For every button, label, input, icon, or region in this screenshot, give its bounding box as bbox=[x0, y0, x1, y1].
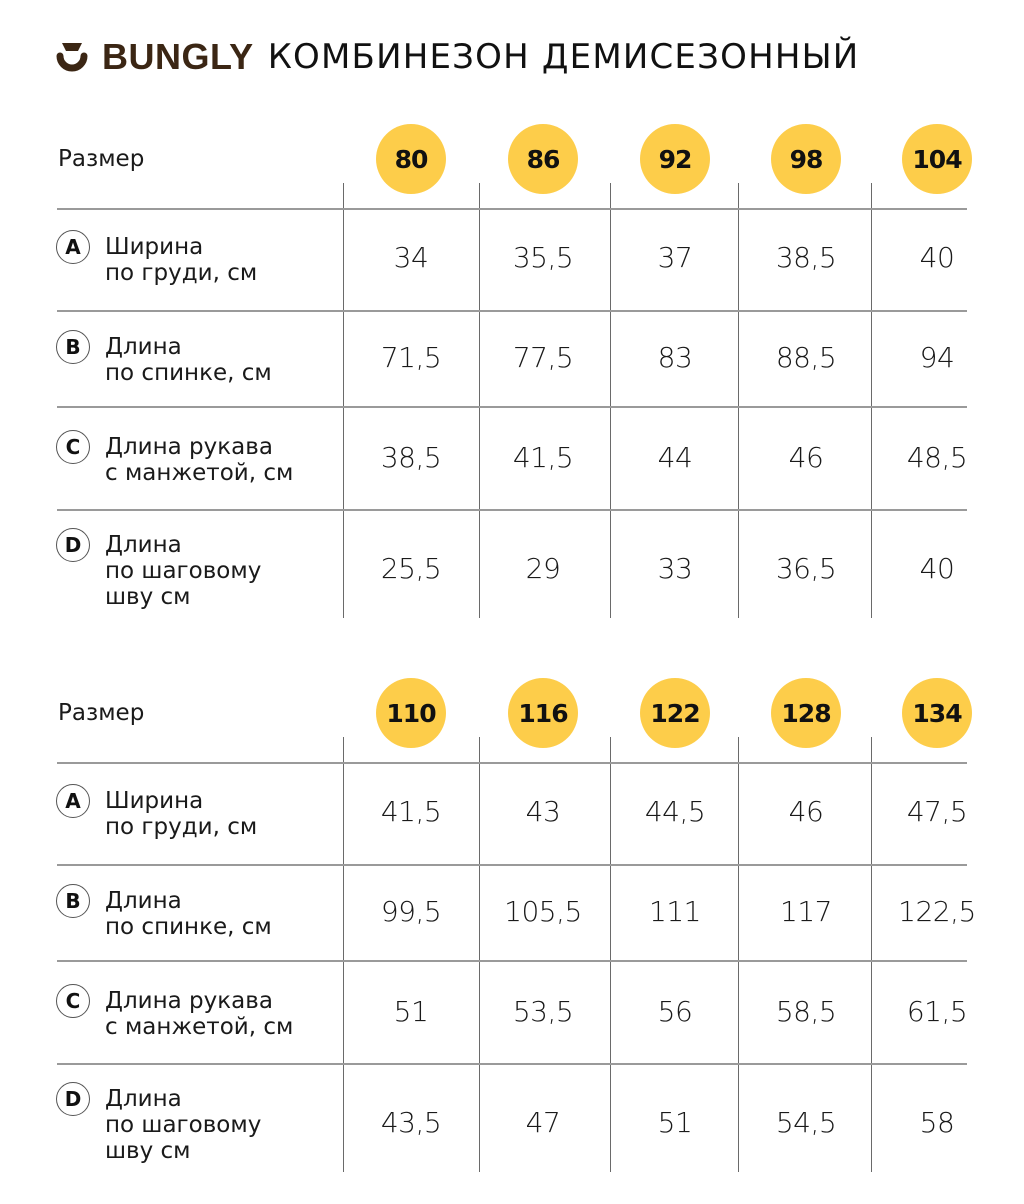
measure-label-a: A Ширина по груди, см bbox=[56, 230, 257, 286]
size-badge: 128 bbox=[771, 678, 841, 748]
size-label: Размер bbox=[58, 700, 145, 726]
table-cell: 46 bbox=[788, 795, 824, 828]
grid-divider bbox=[343, 183, 344, 618]
table-cell: 25,5 bbox=[380, 552, 442, 585]
grid-divider bbox=[871, 737, 872, 1172]
table-cell: 94 bbox=[919, 341, 955, 374]
table-cell: 56 bbox=[657, 995, 693, 1028]
row-divider bbox=[57, 509, 967, 511]
size-badge: 86 bbox=[508, 124, 578, 194]
size-label: Размер bbox=[58, 146, 145, 172]
grid-divider bbox=[343, 737, 344, 1172]
row-divider bbox=[57, 864, 967, 866]
measure-label-a: A Ширина по груди, см bbox=[56, 784, 257, 840]
size-badge: 122 bbox=[640, 678, 710, 748]
grid-divider bbox=[610, 737, 611, 1172]
measure-label-c: C Длина рукава с манжетой, см bbox=[56, 430, 293, 486]
table-cell: 46 bbox=[788, 441, 824, 474]
size-badge: 92 bbox=[640, 124, 710, 194]
table-cell: 41,5 bbox=[512, 441, 574, 474]
size-badge: 80 bbox=[376, 124, 446, 194]
page-title: КОМБИНЕЗОН ДЕМИСЕЗОННЫЙ bbox=[267, 37, 860, 77]
table-cell: 51 bbox=[657, 1106, 693, 1139]
table-cell: 34 bbox=[393, 241, 429, 274]
table-cell: 51 bbox=[393, 995, 429, 1028]
table-cell: 38,5 bbox=[775, 241, 837, 274]
grid-divider bbox=[479, 183, 480, 618]
letter-b-icon: B bbox=[56, 884, 90, 918]
page-header: BUNGLY КОМБИНЕЗОН ДЕМИСЕЗОННЫЙ bbox=[56, 34, 859, 80]
row-divider bbox=[57, 208, 967, 210]
table-cell: 37 bbox=[657, 241, 693, 274]
letter-c-icon: C bbox=[56, 430, 90, 464]
table-cell: 71,5 bbox=[380, 341, 442, 374]
table-cell: 88,5 bbox=[775, 341, 837, 374]
letter-d-icon: D bbox=[56, 1082, 90, 1116]
size-badge: 98 bbox=[771, 124, 841, 194]
table-cell: 44 bbox=[657, 441, 693, 474]
table-cell: 47 bbox=[525, 1106, 561, 1139]
table-cell: 122,5 bbox=[898, 895, 976, 928]
letter-b-icon: B bbox=[56, 330, 90, 364]
table-cell: 35,5 bbox=[512, 241, 574, 274]
grid-divider bbox=[610, 183, 611, 618]
measure-label-d: D Длина по шаговому шву см bbox=[56, 1082, 261, 1164]
table-cell: 44,5 bbox=[644, 795, 706, 828]
measure-label-c: C Длина рукава с манжетой, см bbox=[56, 984, 293, 1040]
table-cell: 47,5 bbox=[906, 795, 968, 828]
table-cell: 111 bbox=[649, 895, 701, 928]
table-cell: 117 bbox=[780, 895, 832, 928]
table-cell: 58,5 bbox=[775, 995, 837, 1028]
table-cell: 38,5 bbox=[380, 441, 442, 474]
row-divider bbox=[57, 960, 967, 962]
table-cell: 83 bbox=[657, 341, 693, 374]
table-cell: 53,5 bbox=[512, 995, 574, 1028]
table-cell: 41,5 bbox=[380, 795, 442, 828]
row-divider bbox=[57, 406, 967, 408]
table-cell: 58 bbox=[919, 1106, 955, 1139]
grid-divider bbox=[738, 183, 739, 618]
row-divider bbox=[57, 1063, 967, 1065]
bungly-logo-icon bbox=[56, 43, 88, 72]
table-cell: 33 bbox=[657, 552, 693, 585]
size-badge: 104 bbox=[902, 124, 972, 194]
measure-label-b: B Длина по спинке, см bbox=[56, 884, 272, 940]
letter-c-icon: C bbox=[56, 984, 90, 1018]
row-divider bbox=[57, 310, 967, 312]
grid-divider bbox=[871, 183, 872, 618]
table-cell: 43,5 bbox=[380, 1106, 442, 1139]
row-divider bbox=[57, 762, 967, 764]
grid-divider bbox=[738, 737, 739, 1172]
table-cell: 105,5 bbox=[504, 895, 582, 928]
size-badge: 110 bbox=[376, 678, 446, 748]
table-cell: 40 bbox=[919, 241, 955, 274]
letter-a-icon: A bbox=[56, 230, 90, 264]
measure-label-d: D Длина по шаговому шву см bbox=[56, 528, 261, 610]
size-badge: 134 bbox=[902, 678, 972, 748]
table-cell: 61,5 bbox=[906, 995, 968, 1028]
table-cell: 43 bbox=[525, 795, 561, 828]
table-cell: 77,5 bbox=[512, 341, 574, 374]
brand-name: BUNGLY bbox=[102, 36, 254, 77]
grid-divider bbox=[479, 737, 480, 1172]
letter-a-icon: A bbox=[56, 784, 90, 818]
measure-label-b: B Длина по спинке, см bbox=[56, 330, 272, 386]
table-cell: 40 bbox=[919, 552, 955, 585]
table-cell: 29 bbox=[525, 552, 561, 585]
table-cell: 99,5 bbox=[380, 895, 442, 928]
table-cell: 54,5 bbox=[775, 1106, 837, 1139]
table-cell: 36,5 bbox=[775, 552, 837, 585]
table-cell: 48,5 bbox=[906, 441, 968, 474]
letter-d-icon: D bbox=[56, 528, 90, 562]
size-badge: 116 bbox=[508, 678, 578, 748]
